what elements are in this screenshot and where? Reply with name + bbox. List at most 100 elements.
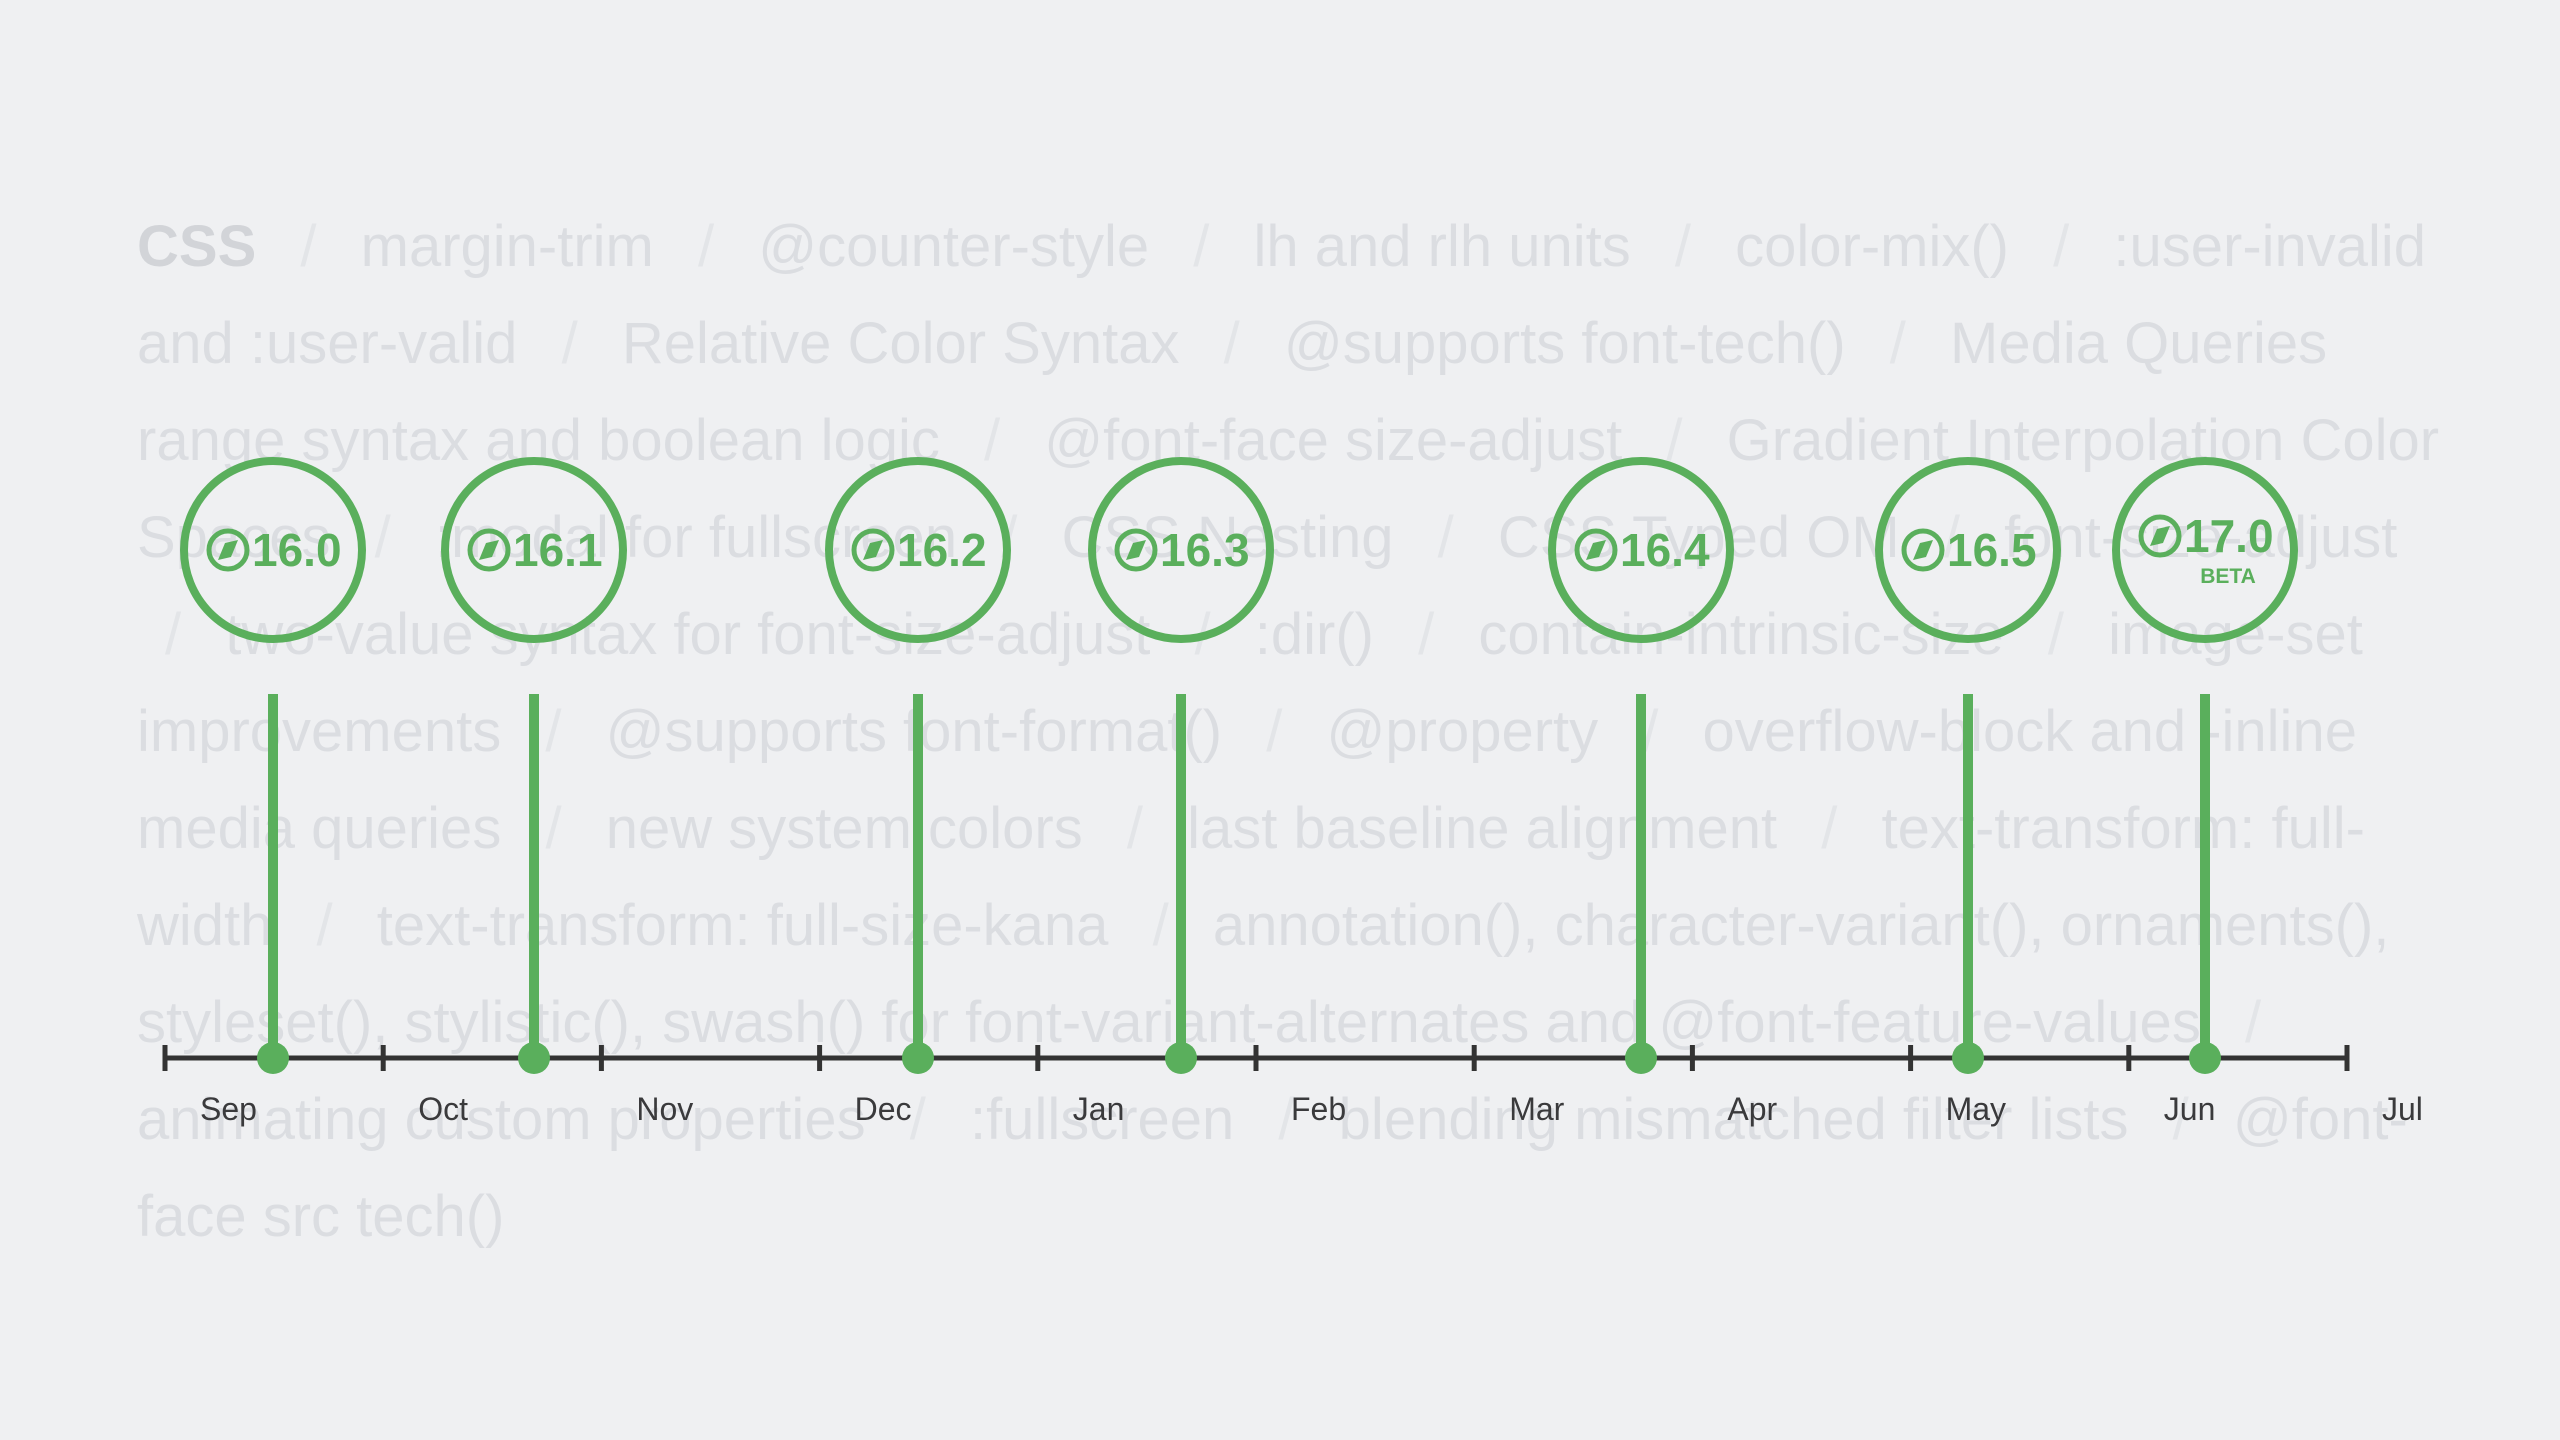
feature: @counter-style — [758, 214, 1150, 279]
version: 16.4 — [1620, 524, 1710, 576]
separator: / — [1418, 602, 1435, 667]
month-label: Oct — [418, 1091, 468, 1127]
feature: @property — [1326, 699, 1599, 764]
release-dot — [257, 1042, 289, 1074]
feature: new system colors — [605, 796, 1083, 861]
version: 16.3 — [1160, 524, 1250, 576]
release-ring — [441, 457, 627, 643]
separator: / — [1193, 214, 1210, 279]
feature: CSS Typed OM — [1497, 505, 1900, 570]
separator: / — [2172, 1087, 2189, 1152]
feature: blending mismatched filter lists — [1338, 1087, 2129, 1152]
safari-icon — [2138, 514, 2182, 558]
version: 16.0 — [252, 524, 342, 576]
feature: :dir() — [1254, 602, 1374, 667]
separator: / — [2047, 602, 2065, 667]
release-ring — [1548, 457, 1734, 643]
month-label: Jun — [2164, 1091, 2216, 1127]
separator: / — [1642, 699, 1659, 764]
separator: / — [1889, 311, 1906, 376]
separator: / — [300, 214, 317, 279]
feature: margin-trim — [360, 214, 654, 279]
separator: / — [1152, 893, 1169, 958]
feature-list: CSS / margin-trim / @counter-style / lh … — [137, 198, 2467, 1265]
safari-needle — [2150, 526, 2170, 546]
safari-icon — [467, 528, 511, 572]
version: 16.5 — [1947, 524, 2037, 576]
version: 16.2 — [897, 524, 987, 576]
separator: / — [165, 602, 182, 667]
feature: lh and rlh units — [1253, 214, 1631, 279]
feature: annotation(), character-variant(), ornam… — [137, 893, 2390, 1055]
separator: / — [1278, 1087, 1295, 1152]
separator: / — [1674, 214, 1692, 279]
feature: animating custom properties — [137, 1087, 866, 1152]
version: 16.1 — [513, 524, 603, 576]
feature: contain-intrinsic-size — [1478, 602, 2004, 667]
feature: Relative Color Syntax — [621, 311, 1180, 376]
version: 17.0 — [2184, 510, 2274, 562]
feature: @font-face size-adjust — [1044, 408, 1623, 473]
separator: / — [2244, 990, 2262, 1055]
month-label: Jan — [1073, 1091, 1125, 1127]
safari-needle — [218, 540, 238, 560]
month-label: Jul — [2382, 1091, 2423, 1127]
feature: text-transform: full-size-kana — [376, 893, 1109, 958]
feature: Gradient Interpolation Color Spaces — [137, 408, 2440, 570]
month-label: Apr — [1727, 1091, 1777, 1127]
feature: overflow-block and -inline media queries — [137, 699, 2357, 861]
release-dot — [1165, 1042, 1197, 1074]
safari-needle — [1586, 540, 1606, 560]
separator: / — [1266, 699, 1283, 764]
safari-icon — [1114, 528, 1158, 572]
feature: :user-invalid and :user-valid — [137, 214, 2427, 376]
release-dot — [1625, 1042, 1657, 1074]
safari-icon — [206, 528, 250, 572]
separator: / — [698, 214, 715, 279]
release-dot — [518, 1042, 550, 1074]
separator: / — [545, 699, 562, 764]
release-ring — [1875, 457, 2061, 643]
separator: / — [1437, 505, 1454, 570]
safari-icon — [851, 528, 895, 572]
safari-icon — [1901, 528, 1945, 572]
feature: CSS — [137, 214, 257, 279]
separator: / — [1821, 796, 1838, 861]
release-dot — [902, 1042, 934, 1074]
safari-icon — [1574, 528, 1618, 572]
feature: color-mix() — [1735, 214, 2009, 279]
month-label: May — [1946, 1091, 2006, 1127]
separator: / — [545, 796, 562, 861]
feature: :modal for fullscreen — [434, 505, 958, 570]
feature: font-size-adjust — [2004, 505, 2398, 570]
month-label: Nov — [636, 1091, 693, 1127]
safari-needle — [863, 540, 883, 560]
release-ring — [180, 457, 366, 643]
feature: @supports font-tech() — [1283, 311, 1846, 376]
feature: two-value syntax for font-size-adjust — [225, 602, 1151, 667]
separator: / — [1126, 796, 1143, 861]
feature: text-transform: full-width — [137, 796, 2365, 958]
month-label: Sep — [200, 1091, 257, 1127]
separator: / — [984, 408, 1001, 473]
release-ring — [1088, 457, 1274, 643]
separator: / — [909, 1087, 926, 1152]
separator: / — [1666, 408, 1683, 473]
feature: :fullscreen — [969, 1087, 1235, 1152]
separator: / — [561, 311, 578, 376]
separator: / — [2053, 214, 2070, 279]
month-label: Feb — [1291, 1091, 1346, 1127]
release-dot — [2189, 1042, 2221, 1074]
separator: / — [1223, 311, 1240, 376]
safari-needle — [1913, 540, 1933, 560]
feature: last baseline alignment — [1187, 796, 1778, 861]
safari-needle — [479, 540, 499, 560]
month-label: Dec — [855, 1091, 912, 1127]
feature: @font-face src tech() — [137, 1087, 2408, 1249]
release-ring — [2112, 457, 2298, 643]
safari-needle — [1126, 540, 1146, 560]
release-ring — [825, 457, 1011, 643]
separator: / — [374, 505, 391, 570]
